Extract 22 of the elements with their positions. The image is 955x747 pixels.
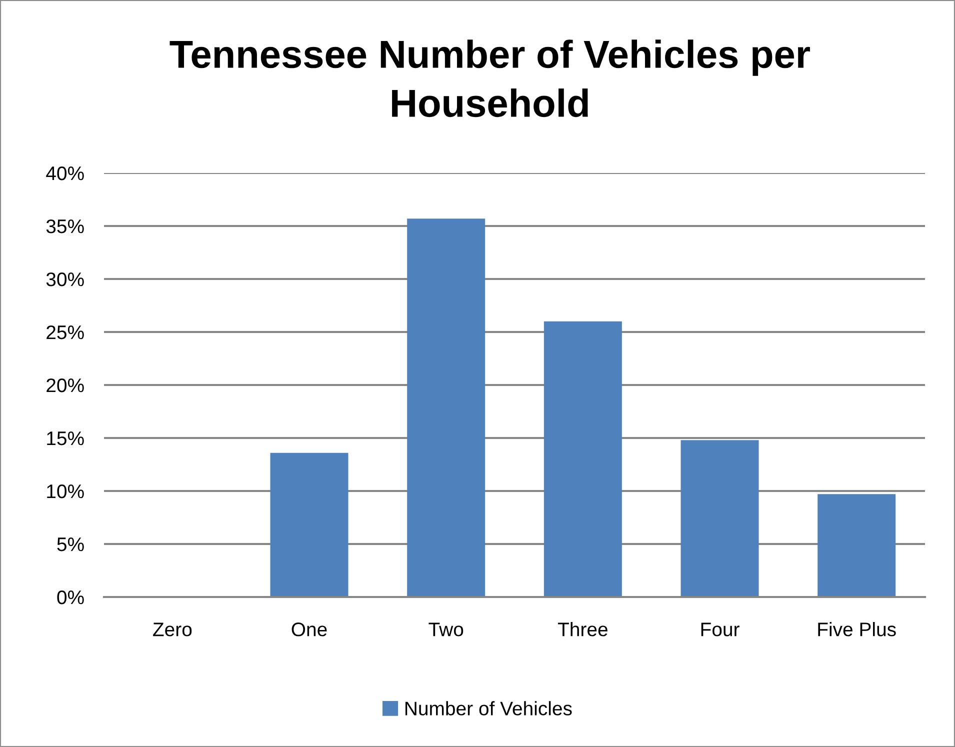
y-tick-label: 10%: [47, 484, 84, 498]
x-tick-label: Two: [428, 622, 464, 636]
y-tick-label: 5%: [57, 538, 84, 552]
x-tick-label: One: [292, 622, 327, 636]
x-tick-label: Three: [558, 622, 608, 636]
y-tick-label: 0%: [57, 590, 84, 604]
y-tick-label: 25%: [46, 325, 84, 340]
bar: [680, 440, 759, 597]
y-tick-label: 20%: [46, 378, 84, 392]
bar: [407, 218, 486, 597]
bar: [544, 321, 622, 597]
x-tick-label: Zero: [153, 622, 192, 636]
y-tick-label: 30%: [46, 272, 84, 286]
chart-title: Tennessee Number of Vehicles per Household: [170, 40, 810, 118]
y-tick-label: 40%: [46, 166, 84, 180]
x-tick-label: Five Plus: [818, 622, 896, 636]
bar: [818, 494, 896, 597]
x-tick-label: Four: [701, 622, 740, 636]
y-tick-label: 15%: [47, 432, 84, 446]
y-tick-label: 35%: [46, 219, 84, 234]
legend-label: Number of Vehicles: [405, 701, 572, 716]
bar: [270, 452, 348, 597]
